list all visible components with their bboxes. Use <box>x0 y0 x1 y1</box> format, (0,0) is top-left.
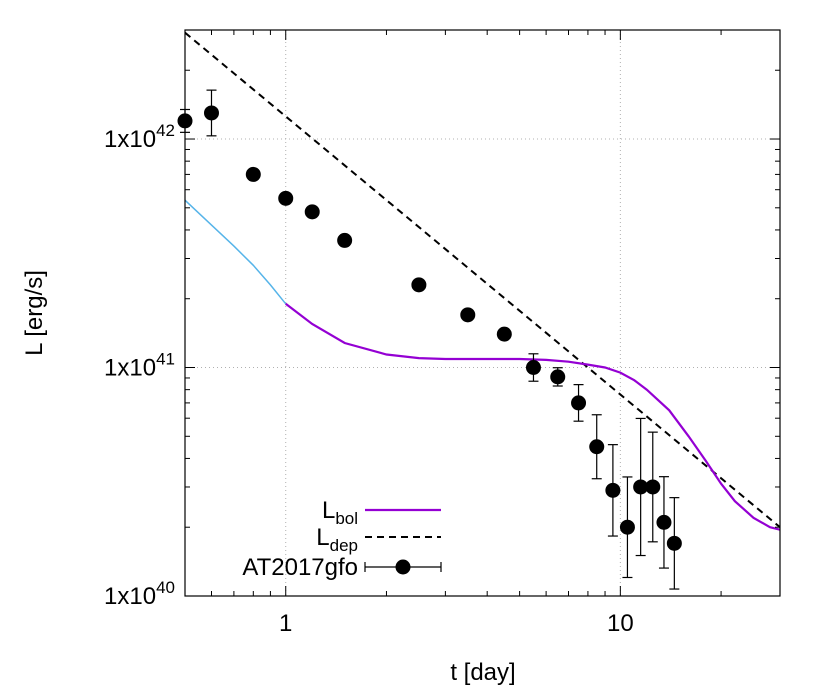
x-axis-label: t [day] <box>450 659 515 686</box>
observation-point <box>460 307 476 323</box>
observation-marker <box>525 360 541 376</box>
observation-point <box>656 476 672 569</box>
observation-marker <box>278 190 294 206</box>
y-tick-mantissa: 1x10 <box>104 355 156 382</box>
observation-point <box>666 497 682 590</box>
y-tick-exponent: 40 <box>156 578 175 597</box>
observation-marker <box>605 482 621 498</box>
observation-marker <box>633 479 649 495</box>
lbol-line <box>285 302 780 531</box>
lbol-early-line <box>185 199 287 305</box>
lbol-series <box>185 199 780 531</box>
observation-point <box>645 431 661 543</box>
tick-marks <box>184 29 781 597</box>
observation-point <box>496 326 512 342</box>
legend-label-main: L <box>316 524 329 551</box>
observation-point <box>589 414 605 480</box>
legend-label: AT2017gfo <box>242 554 358 581</box>
plot-frame <box>184 29 781 597</box>
y-tick-exponent: 41 <box>156 350 175 369</box>
observation-marker <box>337 232 353 248</box>
observation-marker <box>666 535 682 551</box>
legend-label-main: L <box>322 497 335 524</box>
observation-marker <box>245 166 261 182</box>
observation-point <box>619 476 635 579</box>
observation-marker <box>550 369 566 385</box>
legend-label: Lbol <box>322 497 358 528</box>
legend-swatch-obs-marker <box>395 559 411 575</box>
observation-marker <box>411 277 427 293</box>
y-tick-label: 1x1040 <box>104 578 175 610</box>
observation-marker <box>589 439 605 455</box>
observation-marker <box>460 307 476 323</box>
legend-label-sub: dep <box>330 536 358 555</box>
y-tick-mantissa: 1x10 <box>104 583 156 610</box>
observation-point <box>203 89 219 137</box>
observation-point <box>605 444 621 537</box>
observation-marker <box>571 395 587 411</box>
observation-point <box>550 367 566 387</box>
observation-points <box>177 89 682 590</box>
legend-label-main: AT2017gfo <box>242 554 358 581</box>
observation-point <box>411 277 427 293</box>
observation-point <box>525 353 541 382</box>
observation-point <box>278 190 294 206</box>
y-tick-label: 1x1041 <box>104 350 175 382</box>
y-tick-label: 1x1042 <box>104 121 175 153</box>
x-tick-label: 1 <box>279 610 292 637</box>
observation-marker <box>645 479 661 495</box>
ldep-series <box>185 31 780 528</box>
observation-point <box>245 166 261 182</box>
y-tick-exponent: 42 <box>156 121 175 140</box>
observation-point <box>633 417 649 557</box>
legend-label-sub: bol <box>335 509 358 528</box>
grid-layer <box>185 30 780 596</box>
observation-marker <box>656 514 672 530</box>
observation-point <box>304 204 320 220</box>
observation-point <box>337 232 353 248</box>
legend-entry-obs: AT2017gfo <box>242 554 442 581</box>
legend-entry-lbol: Lbol <box>322 497 441 528</box>
observation-marker <box>304 204 320 220</box>
y-tick-mantissa: 1x10 <box>104 126 156 153</box>
legend-label: Ldep <box>316 524 358 555</box>
legend-entry-ldep: Ldep <box>316 524 441 555</box>
observation-marker <box>203 105 219 121</box>
y-axis-label: L [erg/s] <box>21 270 48 356</box>
ldep-line <box>185 31 780 528</box>
observation-marker <box>619 519 635 535</box>
x-tick-label: 10 <box>607 610 634 637</box>
observation-marker <box>496 326 512 342</box>
observation-point <box>571 384 587 422</box>
